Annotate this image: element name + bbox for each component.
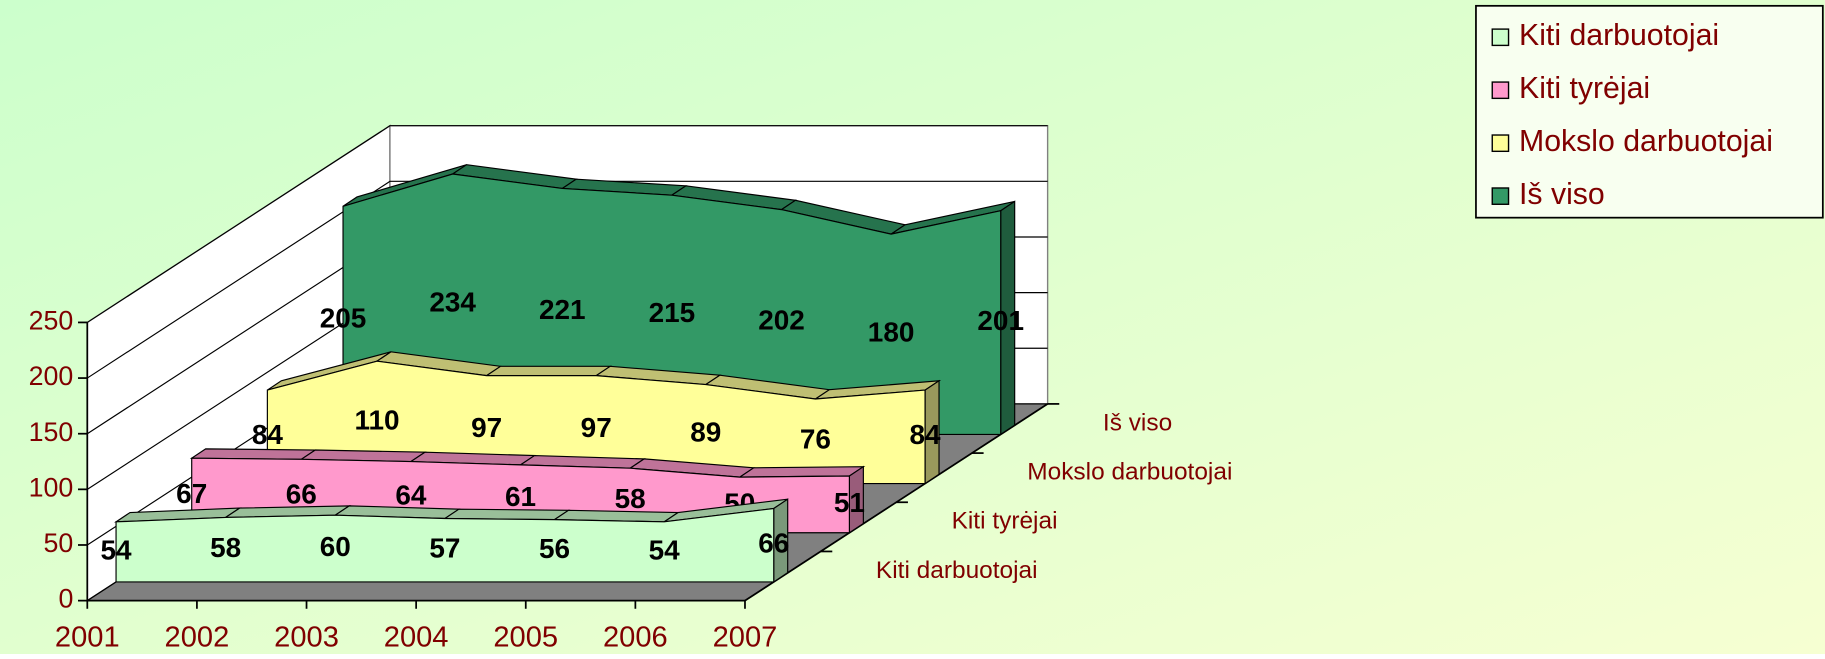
depth-tick-label: Mokslo darbuotojai bbox=[1027, 458, 1232, 485]
data-label: 54 bbox=[101, 534, 133, 565]
x-tick-label: 2004 bbox=[384, 622, 449, 654]
depth-tick-label: Kiti tyrėjai bbox=[952, 508, 1058, 535]
data-label: 97 bbox=[471, 412, 502, 443]
legend-swatch bbox=[1491, 81, 1510, 100]
data-label: 180 bbox=[868, 317, 915, 348]
legend-swatch bbox=[1491, 187, 1510, 205]
y-tick-label: 150 bbox=[29, 417, 74, 447]
data-label: 67 bbox=[176, 478, 207, 509]
data-label: 89 bbox=[690, 416, 721, 447]
legend bbox=[1475, 4, 1824, 219]
legend-swatch bbox=[1491, 134, 1510, 153]
y-tick-label: 0 bbox=[58, 584, 73, 614]
data-label: 60 bbox=[320, 531, 351, 562]
legend-label: Kiti tyrėjai bbox=[1519, 72, 1650, 105]
y-tick-label: 50 bbox=[44, 528, 74, 558]
data-label: 56 bbox=[539, 533, 570, 564]
data-label: 57 bbox=[429, 533, 460, 564]
data-label: 201 bbox=[977, 305, 1024, 336]
data-label: 205 bbox=[320, 303, 367, 334]
data-label: 58 bbox=[210, 532, 241, 563]
x-tick-label: 2003 bbox=[274, 622, 339, 654]
data-label: 221 bbox=[539, 294, 586, 325]
data-label: 84 bbox=[910, 419, 942, 450]
depth-tick-label: Iš viso bbox=[1103, 409, 1172, 436]
data-label: 66 bbox=[758, 528, 789, 559]
area-top bbox=[189, 448, 318, 460]
x-tick-label: 2005 bbox=[493, 622, 558, 654]
data-label: 84 bbox=[252, 419, 284, 450]
x-tick-label: 2007 bbox=[713, 622, 778, 654]
data-label: 66 bbox=[286, 478, 317, 509]
y-tick-label: 100 bbox=[29, 472, 74, 502]
data-label: 51 bbox=[834, 487, 865, 518]
area bbox=[115, 507, 775, 583]
grid-line bbox=[86, 125, 1048, 323]
data-label: 110 bbox=[354, 405, 399, 436]
data-label: 202 bbox=[758, 304, 805, 335]
data-label: 76 bbox=[800, 424, 831, 455]
depth-tick-label: Kiti darbuotojai bbox=[876, 557, 1038, 584]
x-tick-label: 2001 bbox=[55, 622, 120, 654]
data-label: 64 bbox=[395, 480, 427, 511]
area-top bbox=[484, 365, 613, 377]
area-top bbox=[442, 508, 571, 521]
legend-label: Iš viso bbox=[1519, 178, 1605, 211]
data-label: 54 bbox=[649, 534, 681, 565]
legend-label: Mokslo darbuotojai bbox=[1519, 125, 1773, 158]
grid-line bbox=[86, 180, 1048, 379]
x-tick-label: 2006 bbox=[603, 622, 668, 654]
y-tick-label: 250 bbox=[29, 306, 74, 336]
legend-swatch bbox=[1491, 28, 1510, 47]
data-label: 97 bbox=[581, 412, 612, 443]
legend-label: Kiti darbuotojai bbox=[1519, 19, 1719, 52]
data-label: 234 bbox=[429, 287, 476, 318]
data-label: 215 bbox=[649, 297, 696, 328]
data-label: 58 bbox=[615, 483, 646, 514]
y-tick-label: 200 bbox=[29, 361, 74, 391]
x-tick-label: 2002 bbox=[165, 622, 230, 654]
data-label: 61 bbox=[505, 481, 536, 512]
plot: 0 50 100 150 200 250 2001 2002 2003 2004 2005 2006 2… bbox=[29, 4, 1824, 654]
